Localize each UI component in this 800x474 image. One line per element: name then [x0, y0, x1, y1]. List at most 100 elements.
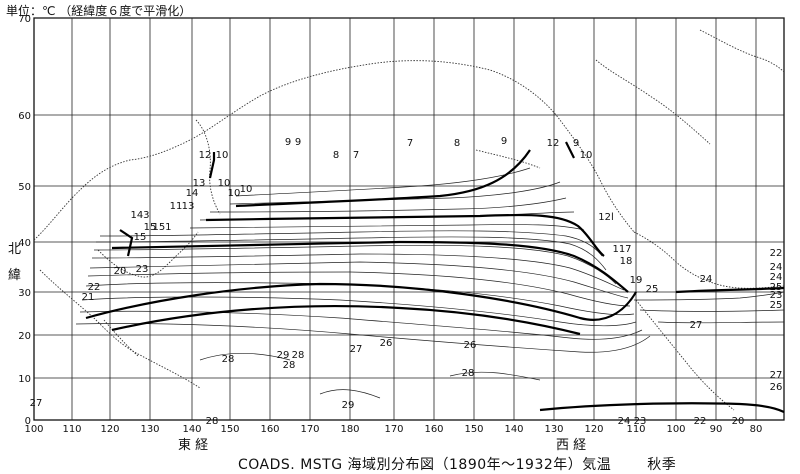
lon-tick: 110 — [626, 424, 645, 435]
lon-tick: 100 — [24, 424, 43, 435]
isotherm-label: 22 — [694, 416, 707, 427]
lon-tick: 130 — [544, 424, 563, 435]
west-longitude-title: 西 経 — [556, 438, 587, 453]
isotherm-label: 24 — [618, 416, 631, 427]
isotherm-label: 21 — [82, 292, 95, 303]
lat-tick: 40 — [18, 238, 31, 249]
isotherm-label: 10 — [218, 178, 231, 189]
lon-tick: 160 — [424, 424, 443, 435]
isotherm-label: 22 — [88, 282, 101, 293]
isotherm-label: 20 — [732, 416, 745, 427]
lon-tick: 160 — [260, 424, 279, 435]
isotherm-label: 13 — [182, 201, 195, 212]
isotherm-label: 24 — [770, 272, 783, 283]
isotherm-label: 7 — [353, 150, 359, 161]
isotherm-label: 28 — [283, 360, 296, 371]
isotherm-label: 29 — [277, 350, 290, 361]
isotherm-label: 25 — [770, 282, 783, 293]
isotherm-label: 143 — [130, 210, 149, 221]
isotherm-label: 28 — [292, 350, 305, 361]
isotherm-label: 29 — [342, 400, 355, 411]
isotherm-label: 10 — [216, 150, 229, 161]
isotherm-label: 151 — [152, 222, 171, 233]
lon-tick: 120 — [100, 424, 119, 435]
isotherm-label: 15 — [134, 232, 147, 243]
isotherm-label: 12 — [199, 150, 212, 161]
isotherm-label: 25 — [770, 300, 783, 311]
isotherm-label: 15 — [144, 222, 157, 233]
longitude-tick-labels: 100 110 120 130 140 150 160 170 180 170 … — [24, 424, 762, 435]
isotherm-label: 22 — [770, 248, 783, 259]
isotherm-label: 9 — [295, 137, 301, 148]
isotherm-label: 26 — [464, 340, 477, 351]
isotherm-labels: 9 9 8 7 7 8 9 12 9 10 12 10 13 10 14 10 … — [30, 136, 783, 427]
lon-tick: 140 — [504, 424, 523, 435]
lat-tick: 60 — [18, 111, 31, 122]
isotherm-label: 10 — [228, 188, 241, 199]
bold-isotherms — [85, 141, 785, 413]
isotherm-label: 14 — [186, 188, 199, 199]
isotherm-label: 23 — [136, 264, 149, 275]
isotherm-label: 9 — [501, 136, 507, 147]
lon-tick: 140 — [182, 424, 201, 435]
thin-isotherms — [75, 167, 785, 399]
lat-tick: 0 — [25, 416, 31, 427]
isotherm-label: 25 — [646, 284, 659, 295]
isotherm-label: 26 — [770, 382, 783, 393]
lon-tick: 80 — [750, 424, 763, 435]
isotherm-label: 27 — [690, 320, 703, 331]
lon-tick: 170 — [300, 424, 319, 435]
isotherm-label: 18 — [620, 256, 633, 267]
caption-text: COADS. MSTG 海域別分布図（1890年～1932年）気温 — [238, 457, 612, 473]
isotherm-label: 12l — [598, 212, 614, 223]
season-label: 秋季 — [647, 457, 677, 473]
isotherm-label: 13 — [193, 178, 206, 189]
lat-tick: 30 — [18, 288, 31, 299]
isotherm-label: 9 — [285, 137, 291, 148]
isotherm-label: 117 — [612, 244, 631, 255]
lon-tick: 150 — [220, 424, 239, 435]
lon-tick: 110 — [62, 424, 81, 435]
north-latitude-title-1: 北 — [8, 242, 22, 257]
isotherm-label: 24 — [700, 274, 713, 285]
lat-tick: 50 — [18, 182, 31, 193]
isotherm-label: 19 — [630, 275, 643, 286]
isotherm-label: 8 — [333, 150, 339, 161]
lon-tick: 130 — [140, 424, 159, 435]
lon-tick: 100 — [666, 424, 685, 435]
isotherm-label: 7 — [407, 138, 413, 149]
north-latitude-title-2: 緯 — [8, 268, 22, 283]
lon-tick: 120 — [584, 424, 603, 435]
isotherm-label: 28 — [222, 354, 235, 365]
map-caption: COADS. MSTG 海域別分布図（1890年～1932年）気温 秋季 — [238, 454, 676, 474]
isotherm-label: 9 — [573, 138, 579, 149]
lat-tick: 70 — [18, 14, 31, 25]
lat-tick: 10 — [18, 374, 31, 385]
isotherm-label: 27 — [30, 398, 43, 409]
isotherm-label: 23 — [634, 416, 647, 427]
isotherm-label: 10 — [580, 150, 593, 161]
isotherm-label: 10 — [240, 184, 253, 195]
isotherm-label: 28 — [462, 368, 475, 379]
unit-label: 単位：℃ （経緯度６度で平滑化） — [6, 4, 192, 18]
lon-tick: 170 — [384, 424, 403, 435]
east-longitude-title: 東 経 — [178, 438, 209, 453]
lon-tick: 150 — [464, 424, 483, 435]
isotherm-label: 27 — [770, 370, 783, 381]
latitude-gridlines — [34, 17, 784, 379]
isotherm-label: 26 — [380, 338, 393, 349]
isotherm-label: 28 — [206, 416, 219, 427]
isotherm-label: 20 — [114, 266, 127, 277]
isotherm-label: 11 — [170, 201, 183, 212]
lon-tick: 90 — [710, 424, 723, 435]
lon-tick: 180 — [340, 424, 359, 435]
longitude-gridlines — [71, 18, 757, 420]
isotherm-label: 23 — [770, 290, 783, 301]
lat-tick: 20 — [18, 331, 31, 342]
isotherm-label: 24 — [770, 262, 783, 273]
isotherm-label: 8 — [454, 138, 460, 149]
latitude-tick-labels: 70 60 50 40 30 20 10 0 — [18, 14, 31, 427]
isotherm-label: 27 — [350, 344, 363, 355]
isotherm-label: 12 — [547, 138, 560, 149]
